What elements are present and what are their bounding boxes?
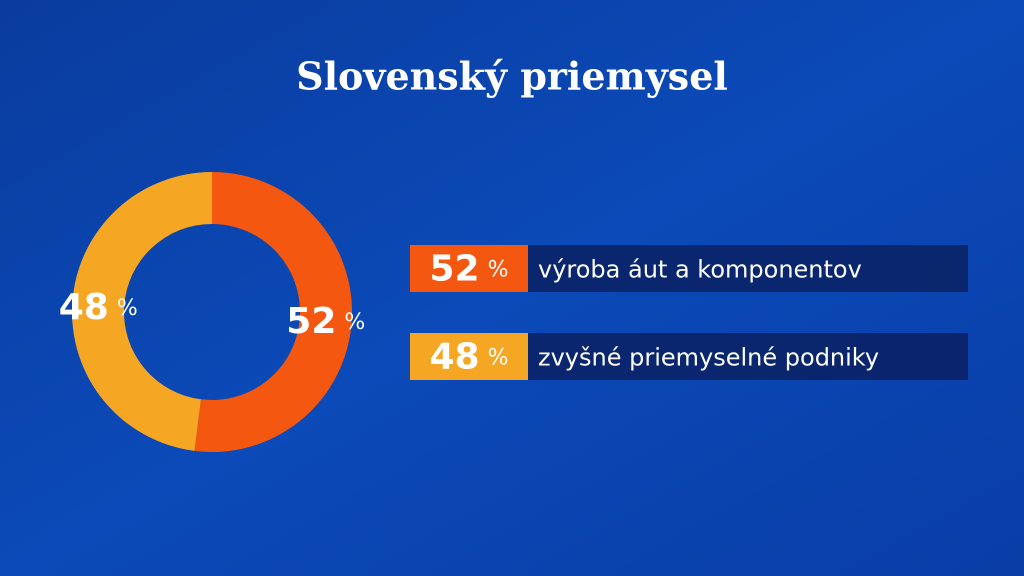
legend-swatch (410, 333, 528, 380)
value-number: 52 (286, 301, 336, 342)
value-unit: % (488, 258, 509, 283)
value-number: 52 (429, 249, 479, 290)
legend-label-box (528, 333, 968, 380)
value-label: 52% (429, 249, 508, 290)
value-number: 48 (429, 337, 479, 378)
legend-text: zvyšné priemyselné podniky (538, 344, 879, 372)
donut-slice (194, 172, 352, 452)
value-label: 48% (59, 287, 138, 328)
value-number: 48 (59, 287, 109, 328)
value-unit: % (344, 310, 365, 335)
value-unit: % (117, 296, 138, 321)
value-unit: % (488, 346, 509, 371)
donut-slice (71, 172, 213, 451)
legend-swatch (410, 245, 528, 292)
value-label: 52% (286, 301, 365, 342)
value-label: 48% (429, 337, 508, 378)
legend-text: výroba áut a komponentov (538, 256, 862, 284)
chart-title: Slovenský priemysel (296, 54, 728, 99)
legend-label-box (528, 245, 968, 292)
